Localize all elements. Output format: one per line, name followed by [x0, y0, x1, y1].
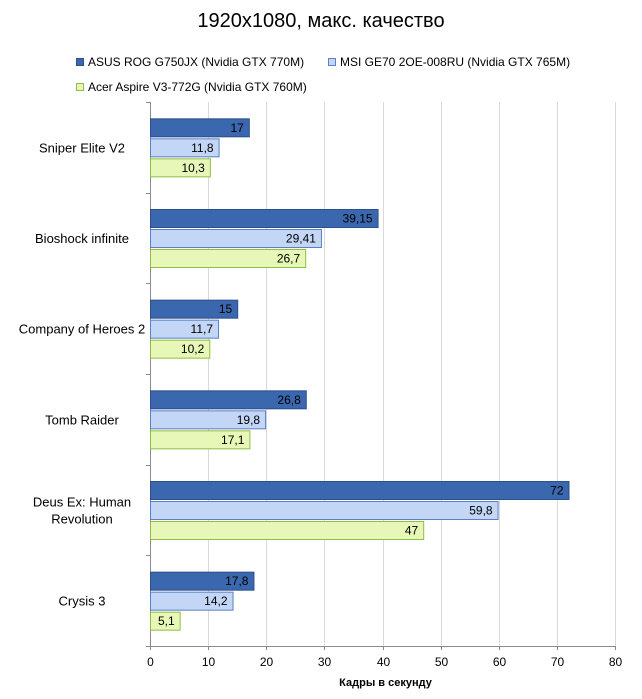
bar-series-1 — [150, 118, 250, 138]
bar-series-2 — [150, 410, 267, 430]
bar-value-label: 72 — [550, 484, 564, 498]
bar-value-label: 11,8 — [191, 141, 214, 155]
category-label: Bioshock infinite — [35, 231, 129, 246]
x-tick-label: 30 — [318, 655, 332, 669]
legend-swatch-series-3 — [76, 83, 84, 91]
bar-value-label: 5,1 — [158, 614, 175, 628]
bar-value-label: 17,1 — [221, 433, 245, 447]
bar-value-label: 14,2 — [204, 594, 228, 608]
x-tick-label: 10 — [202, 655, 216, 669]
bar-value-label: 19,8 — [237, 413, 261, 427]
x-tick-label: 50 — [435, 655, 449, 669]
bar-series-3 — [150, 249, 307, 268]
legend-swatch-series-2 — [328, 58, 336, 66]
bar-series-2 — [150, 138, 220, 158]
legend-item-series-2: MSI GE70 2OE-008RU (Nvidia GTX 765M) — [328, 55, 570, 69]
x-tick-label: 0 — [147, 655, 154, 669]
bar-series-3 — [150, 158, 211, 178]
legend-label-series-2: MSI GE70 2OE-008RU (Nvidia GTX 765M) — [340, 55, 571, 69]
bar-series-1 — [150, 481, 570, 500]
legend-label-series-1: ASUS ROG G750JX (Nvidia GTX 770M) — [88, 55, 305, 69]
bar-series-2 — [150, 319, 220, 339]
category-label: Tomb Raider — [45, 412, 119, 427]
bar-series-3 — [150, 611, 181, 631]
category-label: Sniper Elite V2 — [39, 140, 125, 155]
legend-swatch-series-1 — [76, 58, 84, 66]
legend-item-series-3: Acer Aspire V3-772G (Nvidia GTX 760M) — [76, 80, 307, 94]
bar-value-label: 15 — [219, 302, 233, 316]
x-tick-label: 20 — [260, 655, 274, 669]
bar-series-1 — [150, 299, 239, 319]
bar-series-3 — [150, 430, 251, 450]
bar-value-label: 17 — [230, 121, 244, 135]
category-label: Company of Heroes 2 — [19, 322, 145, 337]
category-label: Deus Ex: Human — [33, 495, 131, 510]
bar-series-1 — [150, 390, 307, 410]
x-tick-label: 60 — [493, 655, 507, 669]
x-tick-label: 40 — [377, 655, 391, 669]
bar-series-3 — [150, 521, 425, 540]
bar-series-2 — [150, 229, 322, 248]
bar-value-label: 10,3 — [182, 161, 206, 175]
category-label: Revolution — [51, 512, 112, 527]
category-label: Crysis 3 — [59, 594, 106, 609]
bar-value-label: 17,8 — [225, 574, 249, 588]
bar-value-label: 10,2 — [181, 342, 205, 356]
bar-value-label: 39,15 — [343, 212, 373, 226]
bar-series-1 — [150, 571, 255, 591]
bar-value-label: 29,41 — [286, 232, 316, 246]
x-tick-label: 80 — [609, 655, 623, 669]
legend-item-series-1: ASUS ROG G750JX (Nvidia GTX 770M) — [76, 55, 304, 69]
x-axis-title: Кадры в секунду — [339, 677, 433, 689]
bar-value-label: 26,7 — [277, 252, 301, 266]
bar-series-2 — [150, 591, 234, 611]
chart-title: 1920x1080, макс. качество — [197, 10, 445, 32]
x-tick-label: 70 — [551, 655, 565, 669]
bar-series-3 — [150, 339, 211, 359]
bar-value-label: 11,7 — [191, 322, 214, 336]
legend-label-series-3: Acer Aspire V3-772G (Nvidia GTX 760M) — [88, 80, 307, 94]
bar-series-2 — [150, 501, 499, 520]
bar-value-label: 59,8 — [469, 504, 493, 518]
bar-value-label: 47 — [405, 524, 419, 538]
bar-series-1 — [150, 209, 379, 228]
bar-value-label: 26,8 — [277, 393, 301, 407]
